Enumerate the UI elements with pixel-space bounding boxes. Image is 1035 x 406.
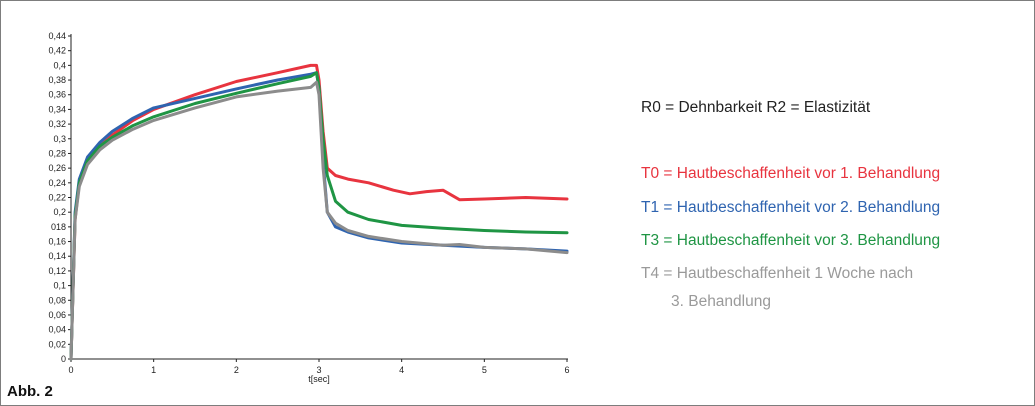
series-line-t3	[69, 71, 569, 361]
x-axis-label: t[sec]	[308, 374, 330, 384]
y-tick-label: 0,1	[53, 281, 66, 291]
y-tick-label: 0,24	[48, 178, 66, 188]
legend-item-t3: T3 = Hautbeschaffenheit vor 3. Behandlun…	[641, 232, 941, 249]
y-tick-label: 0,04	[48, 325, 66, 335]
x-axis-ticks: 0 1 2 3 4 5 6	[68, 359, 570, 375]
figure-label: Abb. 2	[7, 383, 53, 400]
y-tick-label: 0,06	[48, 310, 66, 320]
y-tick-label: 0,38	[48, 75, 66, 85]
y-tick-label: 0,12	[48, 266, 66, 276]
y-tick-label: 0,36	[48, 90, 66, 100]
y-tick-label: 0,08	[48, 295, 66, 305]
y-tick-label: 0,3	[53, 134, 66, 144]
y-tick-label: 0,44	[48, 31, 66, 41]
x-tick-label: 2	[234, 365, 239, 375]
legend: R0 = Dehnbarkeit R2 = Elastizität T0 = H…	[641, 1, 1031, 405]
x-tick-label: 1	[151, 365, 156, 375]
y-tick-label: 0,26	[48, 163, 66, 173]
legend-item-t4-continued: 3. Behandlung	[671, 293, 771, 310]
y-tick-label: 0,4	[53, 60, 66, 70]
legend-definition: R0 = Dehnbarkeit R2 = Elastizität	[641, 99, 871, 116]
x-tick-label: 5	[482, 365, 487, 375]
y-tick-label: 0,32	[48, 119, 66, 129]
y-tick-label: 0	[61, 354, 66, 364]
legend-item-t0: T0 = Hautbeschaffenheit vor 1. Behandlun…	[641, 165, 941, 182]
y-tick-label: 018	[51, 222, 66, 232]
line-chart: 0 0,02 0,04 0,06 0,08 0,1 0,12 0,14 0,16 018 0,2 0,…	[48, 31, 570, 384]
x-tick-label: 0	[68, 365, 73, 375]
y-axis-ticks: 0 0,02 0,04 0,06 0,08 0,1 0,12 0,14 0,16 018 0,2 0,…	[48, 31, 71, 364]
legend-item-t1: T1 = Hautbeschaffenheit vor 2. Behandlun…	[641, 199, 941, 216]
y-tick-label: 0,34	[48, 104, 66, 114]
y-tick-label: 0,22	[48, 193, 66, 203]
y-tick-label: 0,42	[48, 46, 66, 56]
x-tick-label: 4	[399, 365, 404, 375]
legend-item-t4: T4 = Hautbeschaffenheit 1 Woche nach	[641, 265, 914, 282]
y-tick-label: 0,28	[48, 148, 66, 158]
x-tick-label: 3	[316, 365, 321, 375]
chart-series	[69, 63, 569, 361]
y-tick-label: 0,02	[48, 339, 66, 349]
y-tick-label: 0,16	[48, 237, 66, 247]
y-tick-label: 0,2	[53, 207, 66, 217]
series-line-t4	[69, 80, 569, 361]
y-tick-label: 0,14	[48, 251, 66, 261]
x-tick-label: 6	[564, 365, 569, 375]
